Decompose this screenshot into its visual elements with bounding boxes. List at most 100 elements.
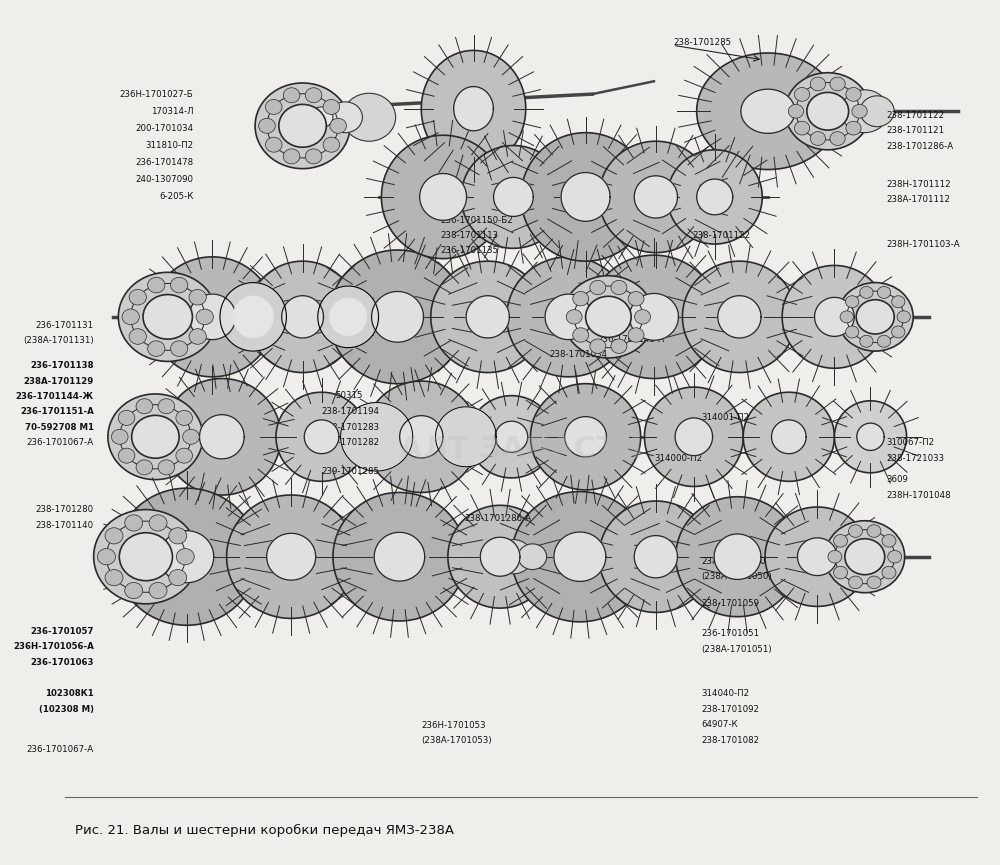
Text: 238-1701283: 238-1701283 <box>322 423 380 432</box>
Circle shape <box>305 149 322 163</box>
Text: (102308 М): (102308 М) <box>39 705 94 714</box>
Circle shape <box>143 295 192 339</box>
Polygon shape <box>431 261 545 373</box>
Polygon shape <box>545 294 592 340</box>
Polygon shape <box>364 381 478 492</box>
Circle shape <box>586 297 631 337</box>
Polygon shape <box>151 257 274 377</box>
Polygon shape <box>554 532 606 581</box>
Text: 238Н-1701050: 238Н-1701050 <box>701 556 766 566</box>
Text: (238А-1701050): (238А-1701050) <box>701 572 772 581</box>
Circle shape <box>105 569 123 586</box>
Circle shape <box>849 525 863 537</box>
Polygon shape <box>374 532 425 581</box>
Text: 239-1701285: 239-1701285 <box>322 466 380 476</box>
Circle shape <box>189 290 206 305</box>
Text: 102308К1: 102308К1 <box>45 689 94 698</box>
Circle shape <box>305 87 322 103</box>
Circle shape <box>830 77 845 91</box>
Circle shape <box>196 309 213 324</box>
Polygon shape <box>512 491 648 622</box>
Polygon shape <box>227 495 356 618</box>
Circle shape <box>176 448 192 463</box>
Circle shape <box>845 539 885 574</box>
Circle shape <box>149 582 167 599</box>
Circle shape <box>265 138 282 152</box>
Polygon shape <box>115 488 258 625</box>
Text: 238-1701034: 238-1701034 <box>549 350 608 359</box>
Polygon shape <box>282 296 324 338</box>
Text: 238-1701286-А: 238-1701286-А <box>464 514 531 522</box>
Polygon shape <box>448 505 552 608</box>
Text: 238Н-1701112: 238Н-1701112 <box>887 180 951 189</box>
Circle shape <box>794 87 810 101</box>
Polygon shape <box>333 492 466 621</box>
Circle shape <box>149 515 167 531</box>
Circle shape <box>897 311 910 323</box>
Circle shape <box>158 460 175 475</box>
Circle shape <box>118 272 217 362</box>
Text: 314001-П2: 314001-П2 <box>597 319 645 328</box>
Text: 240-1307090: 240-1307090 <box>135 176 193 184</box>
Polygon shape <box>741 89 795 133</box>
Circle shape <box>171 341 188 356</box>
Polygon shape <box>782 266 887 368</box>
Circle shape <box>860 96 894 126</box>
Polygon shape <box>329 250 466 384</box>
Text: 50315: 50315 <box>336 391 363 400</box>
Circle shape <box>852 105 867 119</box>
Polygon shape <box>494 177 533 216</box>
Circle shape <box>828 550 842 563</box>
Polygon shape <box>420 174 467 221</box>
Text: 238-1701122: 238-1701122 <box>692 231 750 240</box>
Polygon shape <box>454 86 493 131</box>
Circle shape <box>563 276 654 358</box>
Text: 236-1701478: 236-1701478 <box>135 158 193 167</box>
Circle shape <box>122 309 139 324</box>
Circle shape <box>566 310 582 324</box>
Text: 314040-П2: 314040-П2 <box>701 689 750 698</box>
Text: 238-1701194: 238-1701194 <box>322 407 380 416</box>
Polygon shape <box>634 535 678 578</box>
Text: 238-1701082: 238-1701082 <box>701 735 760 745</box>
Text: 236-1701051: 236-1701051 <box>701 630 760 638</box>
Circle shape <box>255 83 350 169</box>
Circle shape <box>830 131 845 145</box>
Polygon shape <box>160 530 214 583</box>
Circle shape <box>825 521 905 593</box>
Circle shape <box>892 326 905 338</box>
Circle shape <box>97 548 115 565</box>
Text: 238-1701092: 238-1701092 <box>701 705 759 714</box>
Polygon shape <box>163 379 281 495</box>
Text: 238А-1701112: 238А-1701112 <box>887 195 951 204</box>
Circle shape <box>841 90 889 132</box>
Polygon shape <box>318 286 379 348</box>
Polygon shape <box>461 145 566 248</box>
Circle shape <box>94 509 198 604</box>
Text: 236-1701067-А: 236-1701067-А <box>27 439 94 447</box>
Circle shape <box>867 576 881 589</box>
Circle shape <box>328 102 362 132</box>
Circle shape <box>882 567 896 579</box>
Polygon shape <box>589 255 719 379</box>
Polygon shape <box>341 402 413 471</box>
Circle shape <box>788 105 804 119</box>
Polygon shape <box>675 418 713 456</box>
Circle shape <box>494 540 532 573</box>
Text: 238-1701121: 238-1701121 <box>887 126 945 136</box>
Polygon shape <box>330 298 366 336</box>
Polygon shape <box>565 417 607 457</box>
Polygon shape <box>714 534 761 580</box>
Text: 236-1701150-Б2: 236-1701150-Б2 <box>440 215 513 225</box>
Circle shape <box>867 525 881 537</box>
Circle shape <box>323 99 340 114</box>
Circle shape <box>342 93 396 141</box>
Circle shape <box>330 119 346 133</box>
Circle shape <box>118 410 135 426</box>
Polygon shape <box>469 395 554 477</box>
Circle shape <box>323 138 340 152</box>
Circle shape <box>148 341 165 356</box>
Circle shape <box>846 87 861 101</box>
Polygon shape <box>530 384 641 490</box>
Circle shape <box>846 296 859 308</box>
